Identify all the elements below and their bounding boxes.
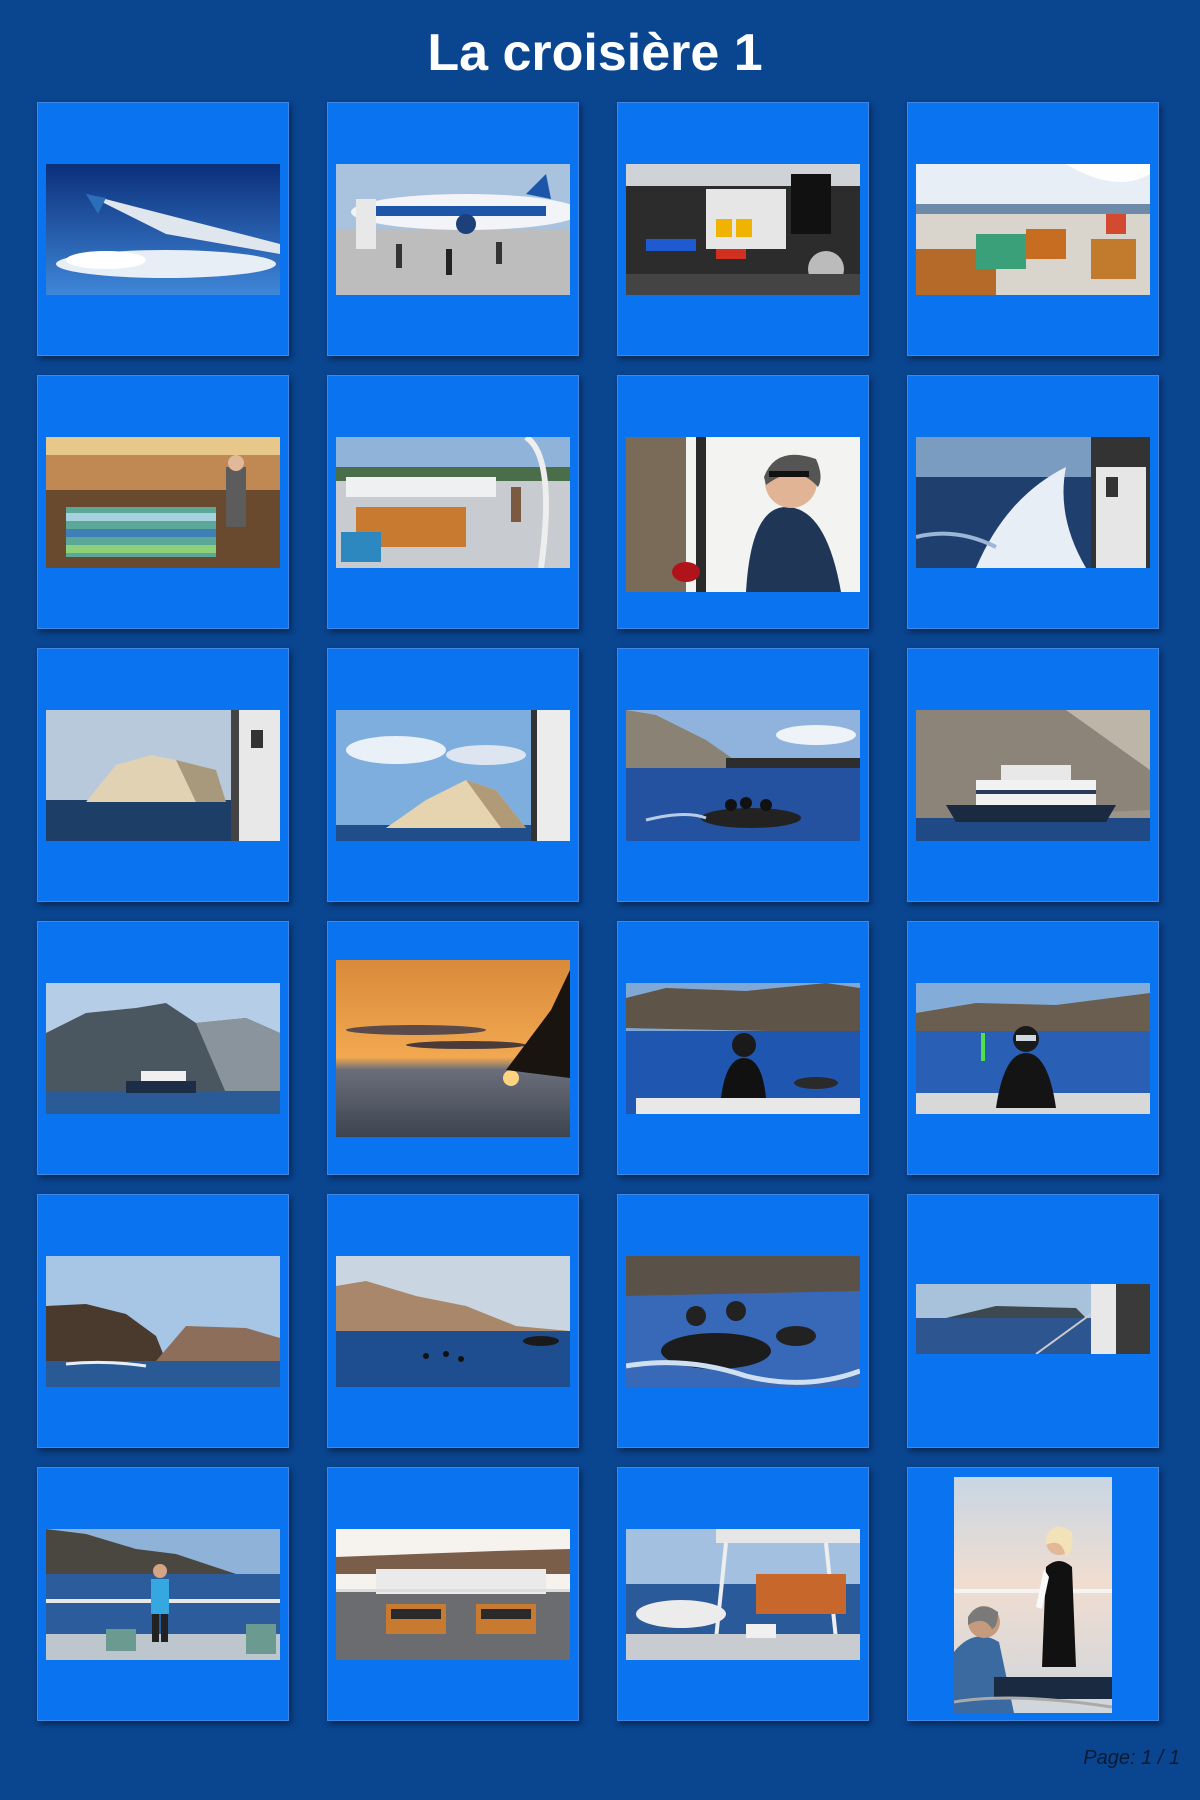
photo-card-22[interactable] [327, 1467, 579, 1721]
page-title: La croisière 1 [427, 24, 763, 82]
photo-14 [336, 960, 570, 1137]
airport-tarmac-icon [336, 164, 570, 295]
photo-2 [336, 164, 570, 295]
photo-6 [336, 437, 570, 568]
photo-card-7[interactable] [617, 375, 869, 629]
photo-card-12[interactable] [907, 648, 1159, 902]
salon-interior-icon [46, 437, 280, 568]
photo-card-10[interactable] [327, 648, 579, 902]
diver-icon [916, 983, 1150, 1114]
photo-19 [626, 1256, 860, 1387]
dive-deck-icon [626, 164, 860, 295]
photo-card-23[interactable] [617, 1467, 869, 1721]
photo-card-4[interactable] [907, 102, 1159, 356]
photo-card-17[interactable] [37, 1194, 289, 1448]
cliff-coast-icon [336, 710, 570, 841]
sunset-icon [336, 960, 570, 1137]
photo-24 [954, 1477, 1112, 1713]
woman-at-table-icon [626, 437, 860, 592]
page-number: Page: 1 / 1 [1083, 1747, 1180, 1769]
photo-10 [336, 710, 570, 841]
photo-card-21[interactable] [37, 1467, 289, 1721]
photo-card-6[interactable] [327, 375, 579, 629]
photo-card-24[interactable] [907, 1467, 1159, 1721]
photo-15 [626, 983, 860, 1114]
photo-card-8[interactable] [907, 375, 1159, 629]
photo-23 [626, 1529, 860, 1660]
canopy-deck-icon [626, 1529, 860, 1660]
photo-13 [46, 983, 280, 1114]
photo-card-19[interactable] [617, 1194, 869, 1448]
photo-11 [626, 710, 860, 841]
photo-card-13[interactable] [37, 921, 289, 1175]
photo-card-3[interactable] [617, 102, 869, 356]
photo-card-11[interactable] [617, 648, 869, 902]
dive-boat-icon [626, 710, 860, 841]
dining-deck-icon [336, 1529, 570, 1660]
photo-card-1[interactable] [37, 102, 289, 356]
cruise-ship-icon [916, 710, 1150, 841]
photo-16 [916, 983, 1150, 1114]
woman-on-deck-icon [46, 1529, 280, 1660]
photo-3 [626, 164, 860, 295]
coast-swimmers-icon [336, 1256, 570, 1387]
mountain-ship-icon [46, 983, 280, 1114]
photo-grid [37, 102, 1159, 1721]
cliff-coast-icon [46, 710, 280, 841]
photo-card-20[interactable] [907, 1194, 1159, 1448]
headland-icon [46, 1256, 280, 1387]
photo-8 [916, 437, 1150, 568]
photo-card-5[interactable] [37, 375, 289, 629]
photo-card-2[interactable] [327, 102, 579, 356]
photo-card-15[interactable] [617, 921, 869, 1175]
photo-22 [336, 1529, 570, 1660]
island-horizon-icon [916, 1284, 1150, 1354]
photo-7 [626, 437, 860, 592]
diver-icon [626, 983, 860, 1114]
photo-4 [916, 164, 1150, 295]
photo-20 [916, 1284, 1150, 1354]
photo-12 [916, 710, 1150, 841]
photo-card-18[interactable] [327, 1194, 579, 1448]
dinghy-divers-icon [626, 1256, 860, 1387]
photo-card-9[interactable] [37, 648, 289, 902]
photo-card-16[interactable] [907, 921, 1159, 1175]
photo-9 [46, 710, 280, 841]
two-women-icon [954, 1477, 1112, 1713]
lounge-deck-icon [916, 164, 1150, 295]
photo-1 [46, 164, 280, 295]
photo-card-14[interactable] [327, 921, 579, 1175]
ship-wake-icon [916, 437, 1150, 568]
photo-5 [46, 437, 280, 568]
sun-deck-icon [336, 437, 570, 568]
airplane-wing-icon [46, 164, 280, 295]
photo-17 [46, 1256, 280, 1387]
photo-18 [336, 1256, 570, 1387]
photo-21 [46, 1529, 280, 1660]
